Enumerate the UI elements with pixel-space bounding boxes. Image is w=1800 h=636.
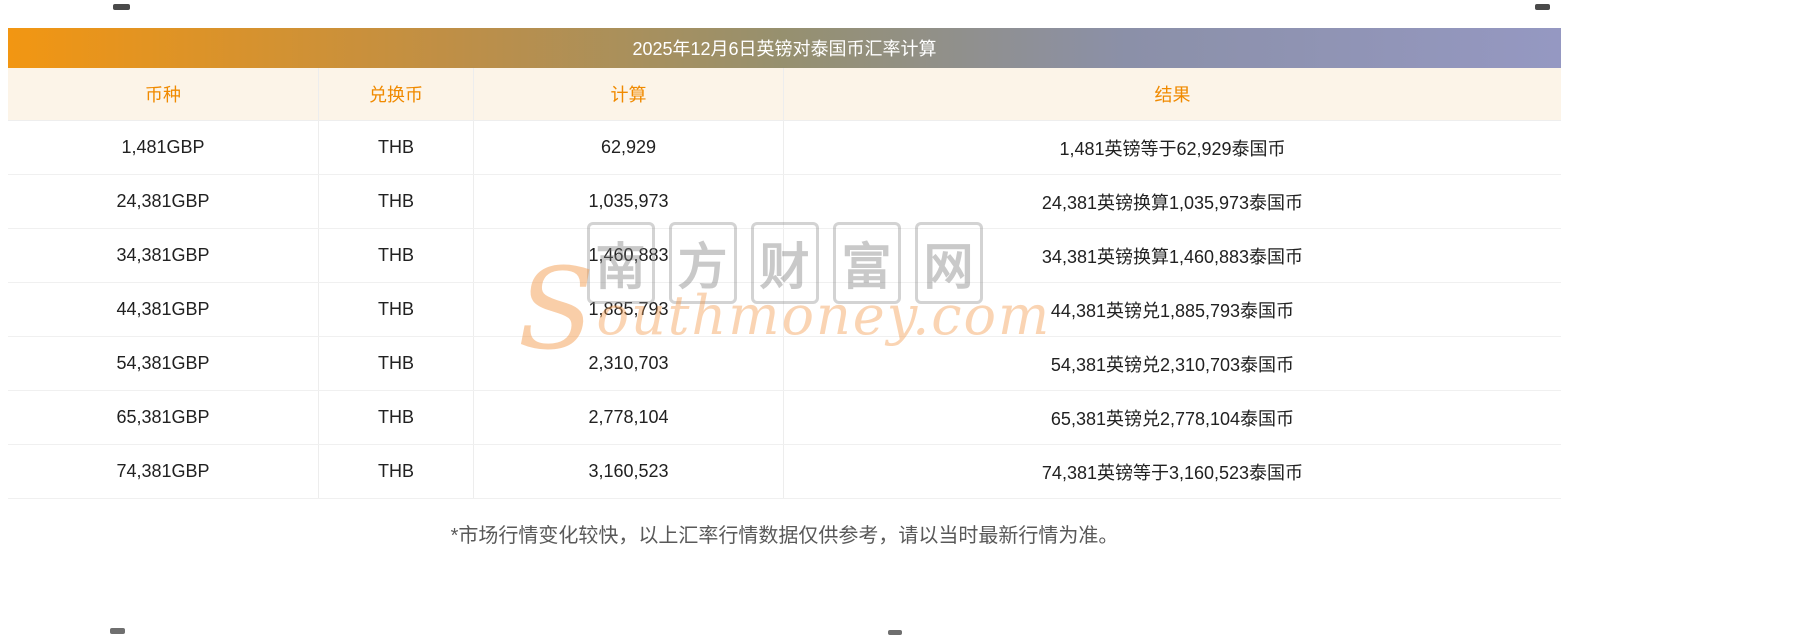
cell-exchange-currency: THB (318, 337, 473, 390)
cell-result: 1,481英镑等于62,929泰国币 (783, 121, 1561, 174)
table-body: 1,481GBP THB 62,929 1,481英镑等于62,929泰国币 24,38… (8, 121, 1561, 499)
cell-calculation: 3,160,523 (473, 445, 783, 498)
cell-currency: 54,381GBP (116, 353, 210, 373)
cell-exchange-currency: THB (318, 283, 473, 336)
cell-result: 54,381英镑兑2,310,703泰国币 (783, 337, 1561, 390)
edge-artifact (1535, 4, 1550, 10)
table-row: 74,381GBP THB 3,160,523 74,381英镑等于3,160,523… (8, 445, 1561, 499)
disclaimer-note: *市场行情变化较快，以上汇率行情数据仅供参考，请以当时最新行情为准。 (450, 525, 1119, 547)
cell-result: 34,381英镑换算1,460,883泰国币 (783, 229, 1561, 282)
table-row: 54,381GBP THB 2,310,703 54,381英镑兑2,310,703泰… (8, 337, 1561, 391)
cell-currency: 24,381GBP (116, 191, 210, 211)
header-result: 结果 (783, 68, 1561, 120)
cell-result: 74,381英镑等于3,160,523泰国币 (783, 445, 1561, 498)
table-row: 34,381GBP THB 1,460,883 34,381英镑换算1,460,883… (8, 229, 1561, 283)
cell-exchange-currency: THB (318, 175, 473, 228)
cell-calculation: 1,035,973 (473, 175, 783, 228)
cell-currency: 44,381GBP (116, 299, 210, 319)
cell-calculation: 62,929 (473, 121, 783, 174)
cell-exchange-currency: THB (318, 121, 473, 174)
header-calculation: 计算 (473, 68, 783, 120)
cell-result: 65,381英镑兑2,778,104泰国币 (783, 391, 1561, 444)
rate-table-container: 2025年12月6日英镑对泰国币汇率计算 币种 兑换币 计算 结果 1,481G… (8, 28, 1561, 548)
table-row: 65,381GBP THB 2,778,104 65,381英镑兑2,778,104泰… (8, 391, 1561, 445)
cell-currency: 65,381GBP (116, 407, 210, 427)
table-header-row: 币种 兑换币 计算 结果 (8, 68, 1561, 121)
cell-exchange-currency: THB (318, 391, 473, 444)
table-row: 1,481GBP THB 62,929 1,481英镑等于62,929泰国币 (8, 121, 1561, 175)
cell-calculation: 1,460,883 (473, 229, 783, 282)
cell-currency: 34,381GBP (116, 245, 210, 265)
cell-calculation: 2,778,104 (473, 391, 783, 444)
table-row: 24,381GBP THB 1,035,973 24,381英镑换算1,035,973… (8, 175, 1561, 229)
edge-artifact (888, 630, 902, 635)
edge-artifact (113, 4, 130, 10)
cell-calculation: 1,885,793 (473, 283, 783, 336)
header-currency: 币种 (145, 85, 181, 105)
edge-artifact (110, 628, 125, 634)
cell-result: 24,381英镑换算1,035,973泰国币 (783, 175, 1561, 228)
page-title: 2025年12月6日英镑对泰国币汇率计算 (8, 28, 1561, 68)
cell-result: 44,381英镑兑1,885,793泰国币 (783, 283, 1561, 336)
header-exchange-currency: 兑换币 (318, 68, 473, 120)
cell-exchange-currency: THB (318, 445, 473, 498)
table-row: 44,381GBP THB 1,885,793 44,381英镑兑1,885,793泰… (8, 283, 1561, 337)
cell-currency: 1,481GBP (121, 137, 205, 157)
cell-currency: 74,381GBP (116, 461, 210, 481)
exchange-rate-table: 币种 兑换币 计算 结果 1,481GBP THB 62,929 1,481英镑等于6… (8, 68, 1561, 499)
cell-exchange-currency: THB (318, 229, 473, 282)
cell-calculation: 2,310,703 (473, 337, 783, 390)
